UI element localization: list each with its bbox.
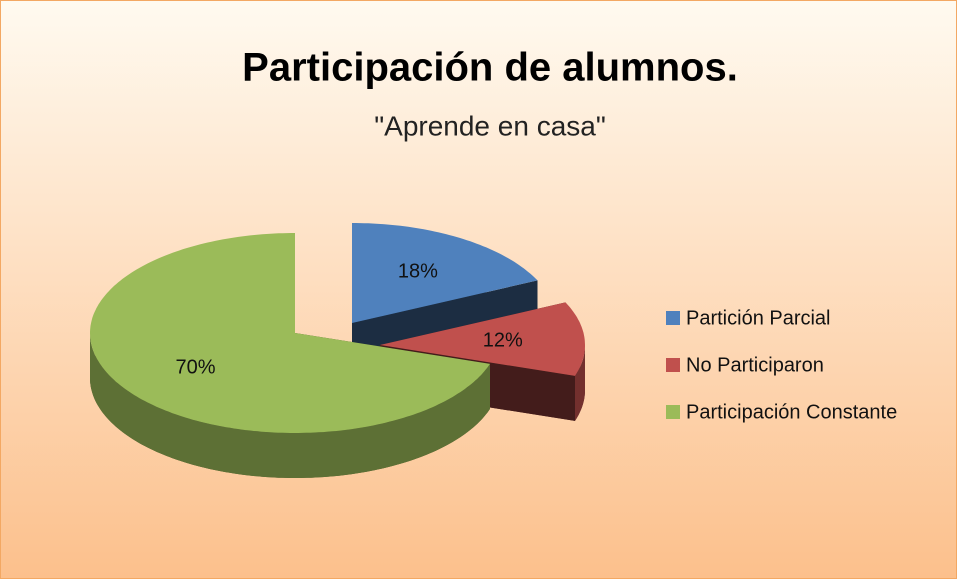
legend-swatch [666,311,680,325]
chart-subtitle: "Aprende en casa" [374,110,606,141]
legend-label: No Participaron [686,354,824,376]
legend-label: Partición Parcial [686,307,831,329]
data-label: 70% [175,357,215,379]
legend-swatch [666,358,680,372]
slice-side [575,345,585,421]
slice-side [90,333,490,478]
slice [352,223,538,323]
slice [380,302,585,376]
slice [90,233,490,433]
legend-swatch [666,405,680,419]
legend-label: Participación Constante [686,401,897,423]
chart-title: Participación de alumnos. [242,46,738,90]
data-label: 12% [483,330,523,352]
data-label: 18% [398,261,438,283]
